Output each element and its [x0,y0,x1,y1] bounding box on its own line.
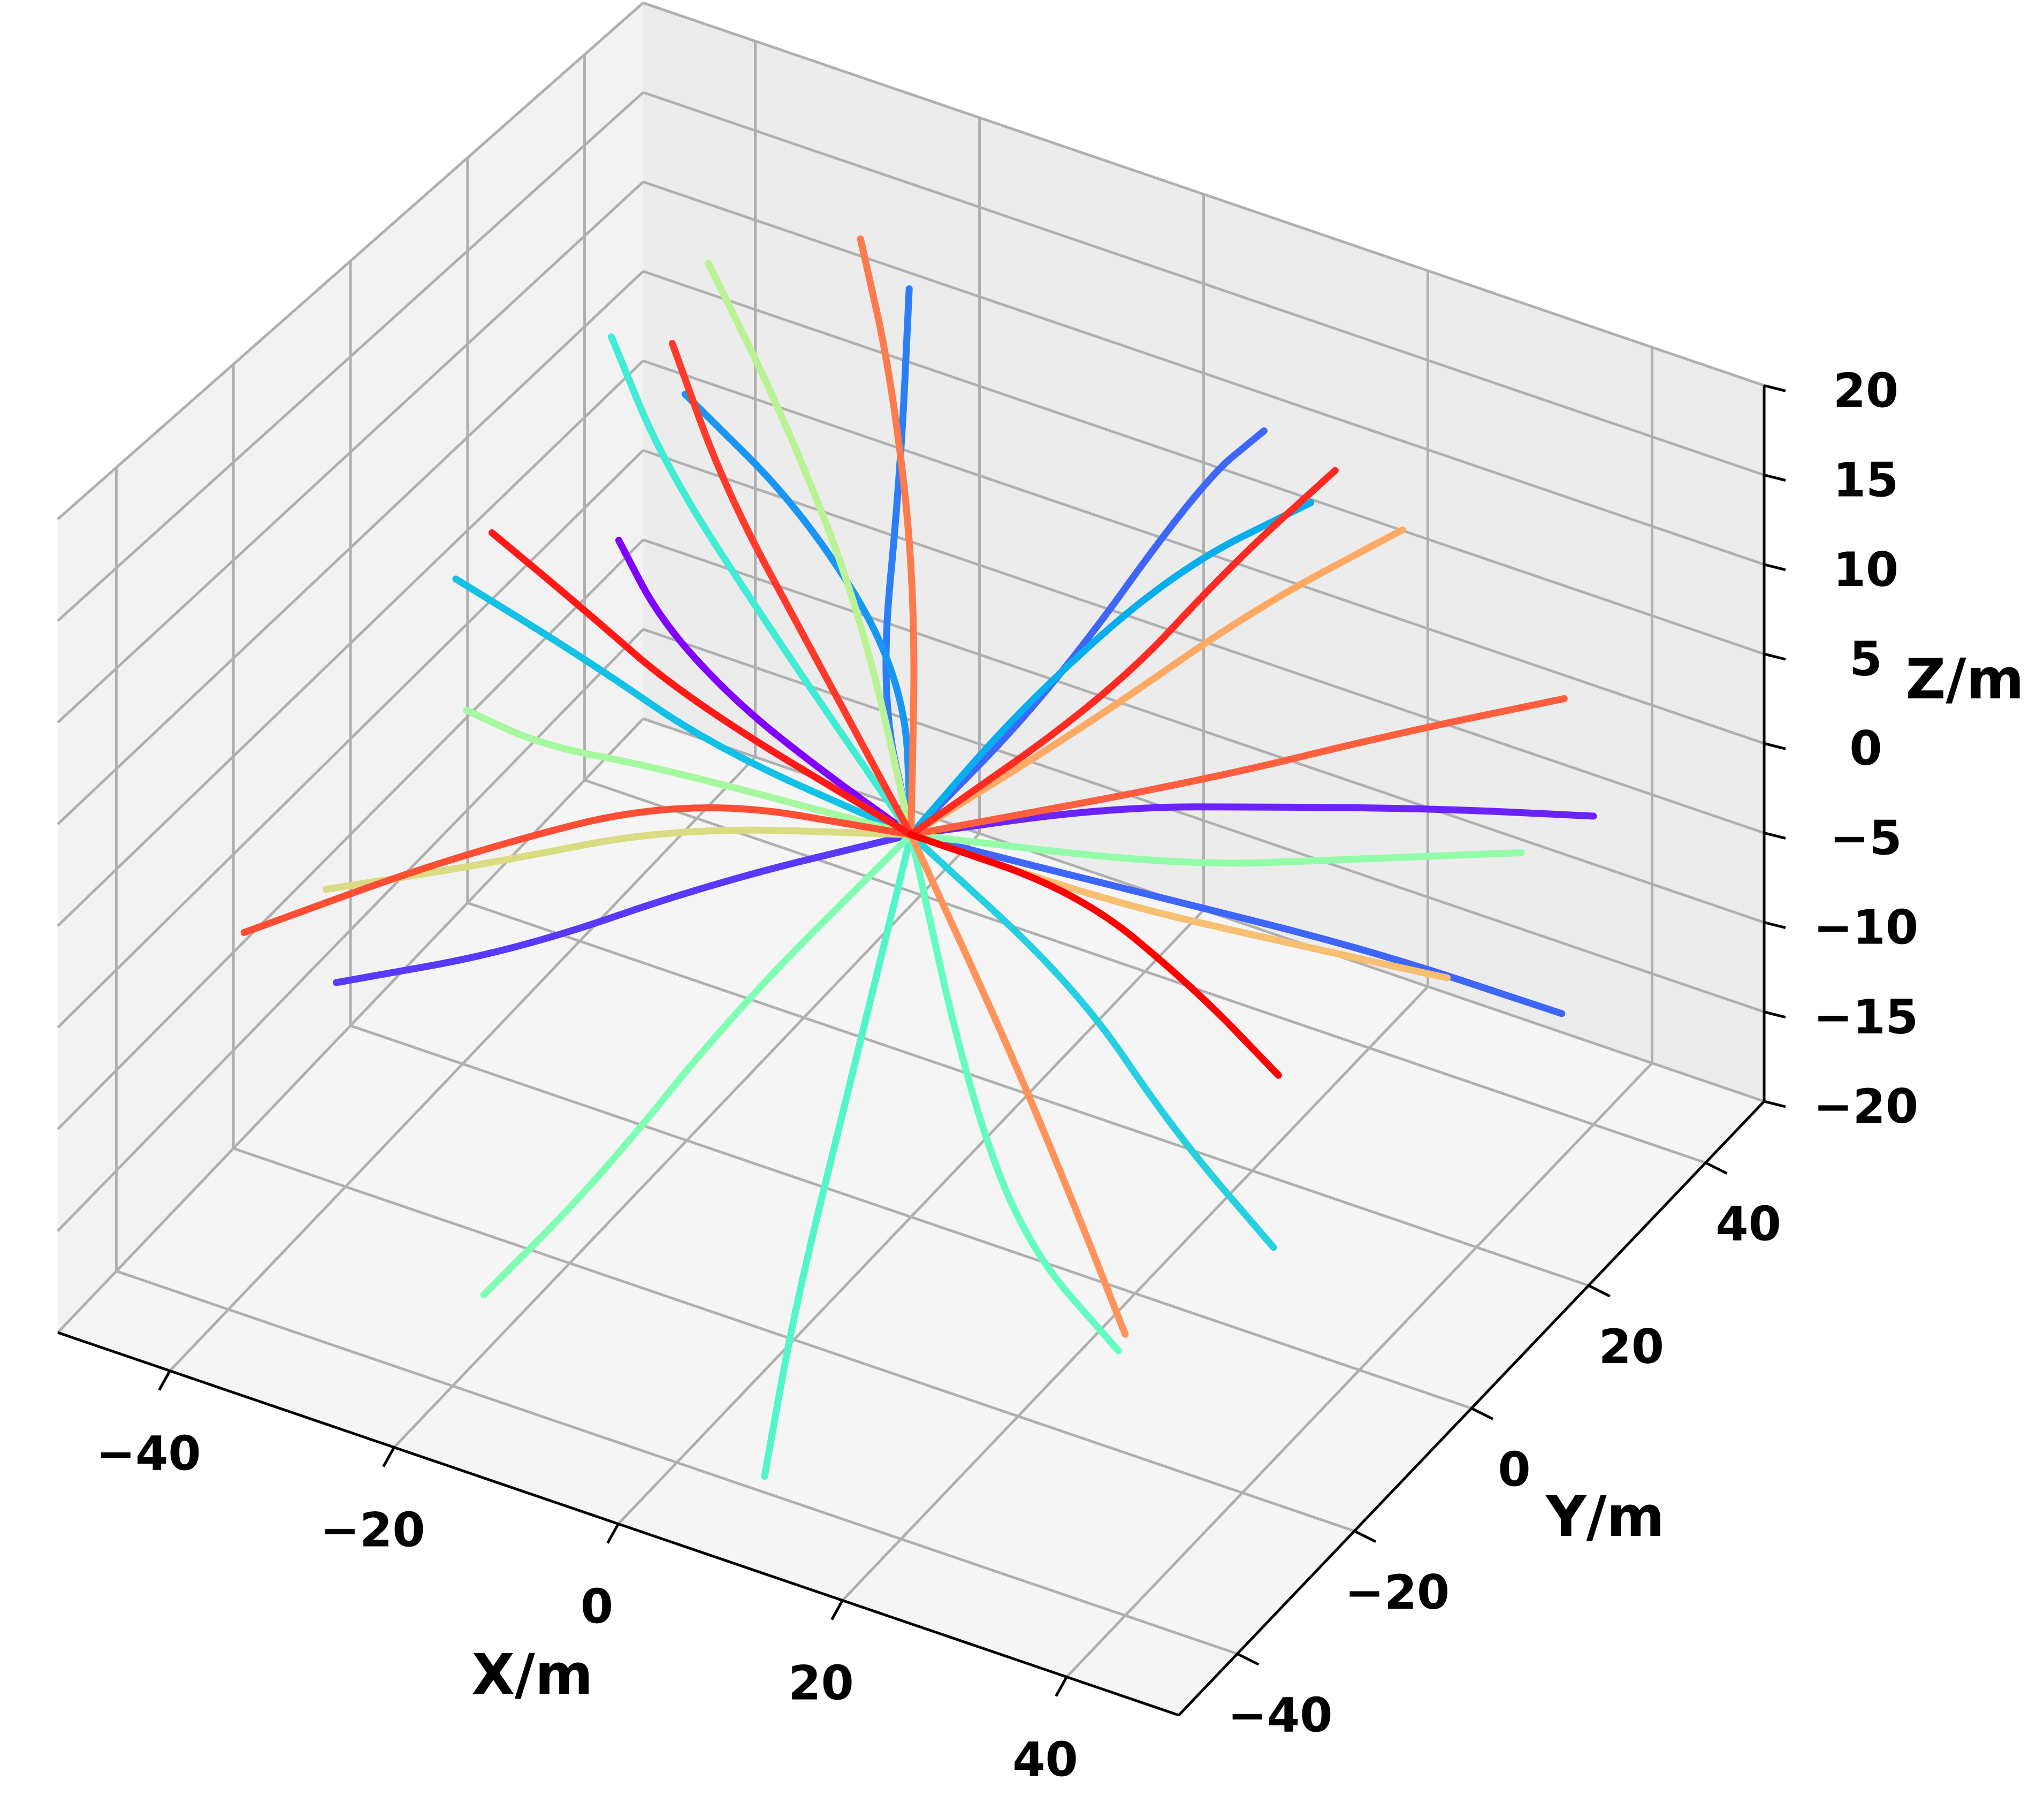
gridline-z-left [57,628,644,1232]
z-tick-mark [1764,1100,1786,1108]
gridline-z-back [643,180,1765,566]
trajectory-line [452,575,914,839]
y-tick-label: −20 [1345,1565,1450,1620]
trajectory-line [907,695,1568,839]
gridline-z-back [643,628,1765,1014]
tick-labels: −40 −20 0 20 40 −40 −20 0 20 40 −20 −15 −10 −5 0 5 10 15 2… [96,363,1918,1787]
z-tick-mark [1764,921,1786,930]
trajectory-line [322,826,914,893]
x-tick-label: −20 [320,1503,425,1558]
gridline-y-floor [584,779,1706,1165]
z-tick-label: 5 [1849,631,1882,687]
y-tick-mark [1354,1529,1377,1543]
z-tick-mark [1764,831,1786,840]
gridline-z-back [643,270,1765,656]
trajectory-line [333,831,914,986]
gridline-z-left [57,360,644,927]
z-tick-mark [1764,384,1786,392]
y-tick-label: 40 [1715,1197,1781,1252]
gridline-z-left [57,91,644,622]
gridline-z-left [57,2,644,520]
z-tick-mark [1764,742,1786,750]
x-tick-label: 40 [1012,1732,1078,1787]
x-tick-mark [606,1523,620,1544]
gridline-z-back [643,91,1765,476]
trajectory-line [907,831,1282,1079]
trajectory-line [669,340,914,839]
trajectory-line [480,831,914,1299]
trajectory-line [761,831,914,1480]
y-tick-mark [1588,1284,1611,1298]
gridline-z-back [643,2,1765,387]
trajectory-line [907,831,1525,867]
gridline-z-back [643,359,1765,745]
y-axis-label: Y/m [1545,1484,1665,1549]
x-axis-label: X/m [472,1642,593,1707]
z-tick-mark [1764,652,1786,661]
x-tick-mark [830,1600,844,1620]
gridline-z-left [57,270,644,825]
y-tick-mark [1470,1407,1494,1420]
trajectory-line [907,831,1129,1338]
y-tick-label: 20 [1599,1319,1664,1374]
trajectory-line [608,333,914,839]
trajectory-line [488,529,914,839]
gridline-y-floor [350,1024,1472,1410]
y-tick-mark [1237,1653,1260,1666]
gridline-z-back [643,538,1765,924]
z-tick-mark [1764,563,1786,572]
gridline-z-left [57,180,644,724]
trajectory-line [240,804,914,936]
z-tick-label: −5 [1830,810,1902,865]
z-tick-label: −20 [1813,1079,1918,1134]
x-tick-mark [382,1447,395,1467]
trajectory-line [857,235,918,839]
x-tick-label: 0 [581,1579,613,1634]
x-tick-mark [158,1370,171,1391]
gridline-z-left [57,718,644,1334]
x-tick-label: −40 [96,1426,201,1481]
trajectory-line [907,831,1122,1354]
trajectory-line [705,260,914,839]
y-tick-label: 0 [1498,1442,1530,1497]
trajectory-line [907,831,1277,1251]
z-tick-label: −10 [1813,900,1918,955]
gridline-y-floor [116,1269,1238,1655]
z-tick-mark [1764,474,1786,482]
z-tick-label: 15 [1833,453,1898,508]
z-tick-label: −15 [1813,990,1918,1045]
y-tick-label: −40 [1227,1687,1332,1742]
trajectory-line [907,831,1566,1017]
gridline-z-left [57,449,644,1029]
z-tick-mark [1764,1010,1786,1019]
gridline-y-floor [233,1147,1355,1533]
y-tick-mark [1705,1161,1728,1175]
trajectories [240,235,1597,1480]
z-tick-label: 0 [1849,721,1882,776]
z-tick-label: 10 [1833,542,1898,597]
z-tick-label: 20 [1833,363,1898,418]
x-tick-mark [1055,1676,1068,1697]
x-tick-label: 20 [788,1656,853,1711]
trajectory-line [907,499,1315,839]
trajectory-line [907,467,1339,839]
z-axis-label: Z/m [1905,646,2024,712]
